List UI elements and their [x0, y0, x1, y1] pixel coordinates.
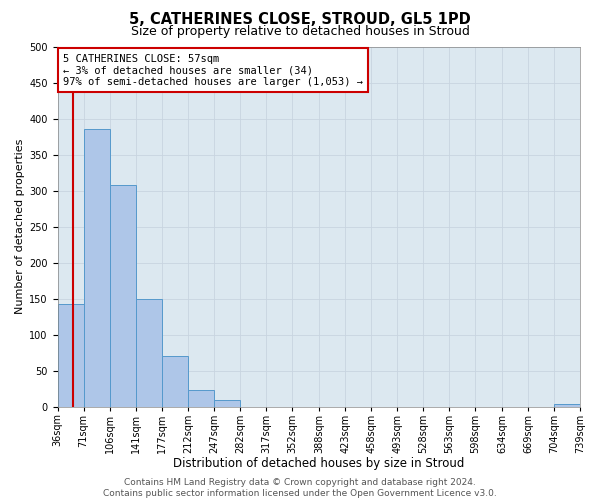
Bar — [110, 184, 136, 406]
Bar — [554, 404, 580, 406]
Bar — [163, 356, 188, 406]
Text: 5 CATHERINES CLOSE: 57sqm
← 3% of detached houses are smaller (34)
97% of semi-d: 5 CATHERINES CLOSE: 57sqm ← 3% of detach… — [63, 54, 363, 87]
Bar — [83, 130, 110, 406]
Bar — [58, 304, 83, 406]
Bar — [136, 299, 163, 406]
X-axis label: Distribution of detached houses by size in Stroud: Distribution of detached houses by size … — [173, 457, 464, 470]
Text: 5, CATHERINES CLOSE, STROUD, GL5 1PD: 5, CATHERINES CLOSE, STROUD, GL5 1PD — [129, 12, 471, 28]
Text: Size of property relative to detached houses in Stroud: Size of property relative to detached ho… — [131, 25, 469, 38]
Bar — [214, 400, 241, 406]
Bar — [188, 390, 214, 406]
Text: Contains HM Land Registry data © Crown copyright and database right 2024.
Contai: Contains HM Land Registry data © Crown c… — [103, 478, 497, 498]
Y-axis label: Number of detached properties: Number of detached properties — [15, 139, 25, 314]
